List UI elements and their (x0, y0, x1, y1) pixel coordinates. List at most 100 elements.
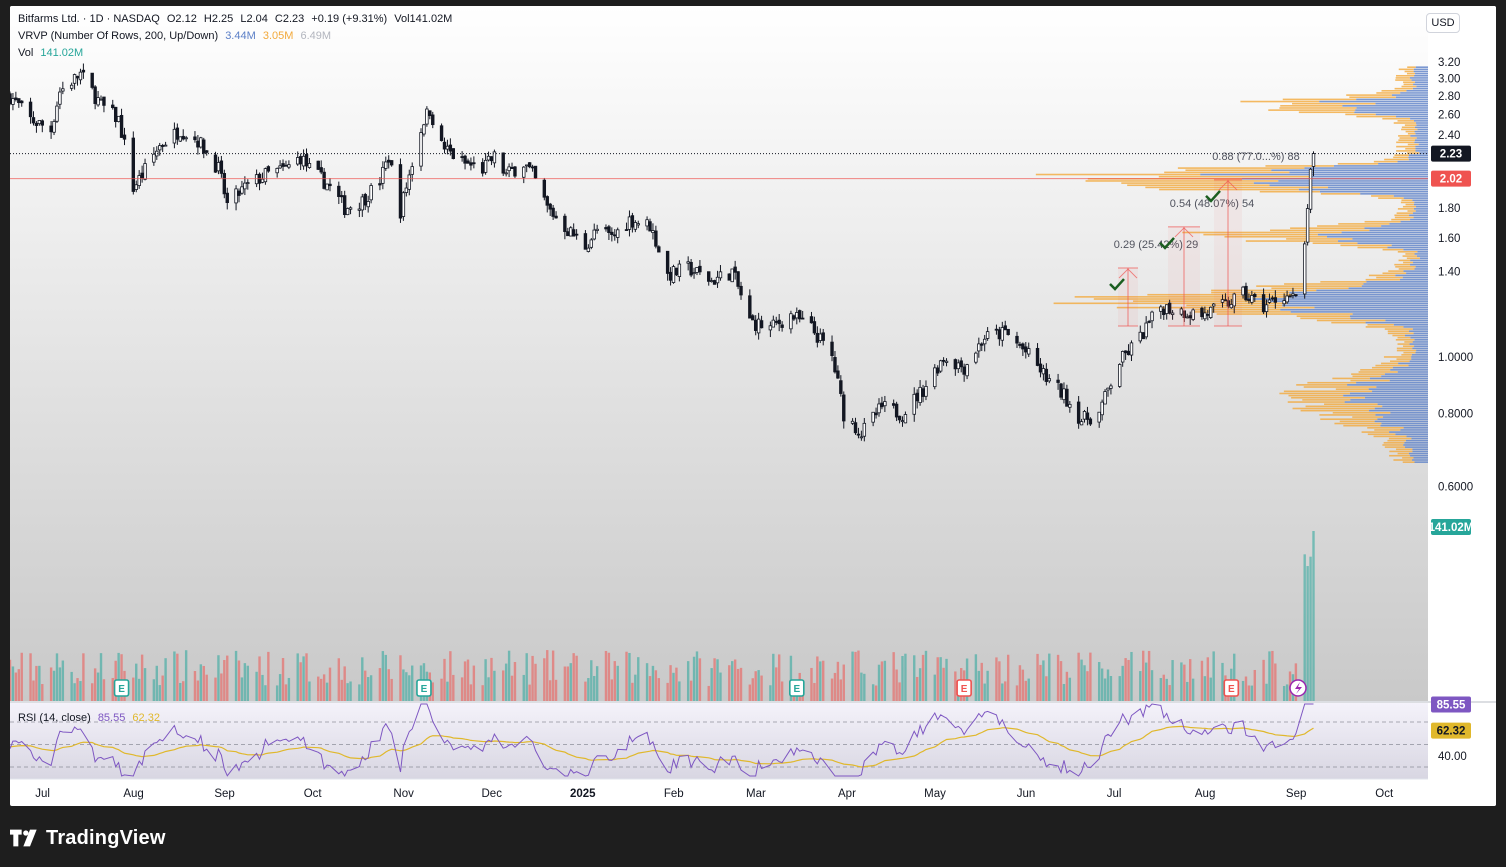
profile-row-up (1395, 115, 1428, 118)
candle-body (894, 403, 899, 418)
volume-bar (1162, 674, 1165, 701)
profile-row-up (1413, 83, 1428, 86)
candle-body (510, 166, 514, 169)
price-chart[interactable]: 0.29 (25.42%) 29 0.54 (48.07%) 54 0.88 (77… (10, 6, 1496, 806)
volume-bar (91, 683, 94, 701)
profile-row-up (1393, 323, 1428, 326)
footer-brand[interactable]: TradingView (10, 826, 166, 850)
volume-bar (860, 672, 863, 701)
profile-row-down (1364, 220, 1401, 223)
candle-body (178, 136, 182, 142)
candle-body (830, 341, 834, 357)
rsi-legend[interactable]: RSI (14, close) 85.55 62.32 (18, 712, 164, 724)
volume-bar (199, 664, 203, 701)
volume-bar (833, 672, 837, 701)
candle-body (944, 360, 949, 363)
volume-bar (493, 670, 496, 701)
volume-bar (839, 679, 843, 701)
candle-body (193, 136, 197, 141)
earnings-marker[interactable]: E (113, 679, 130, 697)
volume-bar (243, 663, 247, 701)
earnings-badge (788, 679, 805, 697)
candle-body (1129, 342, 1134, 356)
volume-bar (1127, 659, 1130, 701)
volume-bar (38, 665, 41, 701)
earnings-marker[interactable]: E (788, 679, 805, 697)
volume-bar (466, 659, 470, 701)
volume-bar (625, 651, 628, 701)
volume-bar (713, 658, 716, 701)
profile-row-up (1395, 274, 1428, 277)
profile-row-up (1414, 345, 1428, 348)
profile-row-up (1404, 442, 1428, 444)
candle-body (342, 195, 347, 216)
vrvp-legend[interactable]: VRVP (Number Of Rows, 200, Up/Down) 3.44… (18, 30, 335, 42)
currency-button[interactable]: USD (1426, 13, 1460, 33)
candle-body (287, 164, 291, 168)
earnings-marker[interactable]: E (1223, 679, 1240, 697)
volume-bar (631, 682, 634, 701)
volume-bar (739, 667, 743, 701)
profile-row-up (1375, 102, 1428, 105)
profile-row-down (1356, 115, 1396, 118)
earnings-marker[interactable]: E (956, 679, 972, 697)
symbol-title[interactable]: Bitfarms Ltd. · 1D · NASDAQ (18, 13, 160, 25)
volume-bar (871, 684, 875, 701)
candle-body (997, 329, 1002, 340)
volume-bar (554, 679, 558, 701)
candle-body (1015, 335, 1019, 344)
candle-body (771, 319, 776, 328)
volume-bar (264, 685, 267, 701)
candle-body (525, 164, 529, 167)
volume-bar (176, 653, 179, 701)
earnings-marker[interactable]: E (416, 679, 432, 697)
volume-bar (1048, 653, 1051, 701)
time-tick-label: May (924, 788, 946, 800)
volume-bar (719, 672, 722, 701)
profile-row-up (1245, 298, 1428, 300)
profile-row-down (1403, 81, 1415, 84)
volume-bar (305, 653, 308, 701)
profile-row-up (1364, 396, 1428, 399)
candle-body (809, 316, 814, 324)
profile-row-up (1415, 205, 1428, 208)
profile-row-up (1356, 381, 1428, 384)
earnings-label: E (118, 684, 125, 695)
profile-row-up (1414, 126, 1428, 129)
volume-bar (915, 676, 919, 701)
profile-row-up (1415, 72, 1428, 75)
chart-frame[interactable]: 0.29 (25.42%) 29 0.54 (48.07%) 54 0.88 (77… (10, 6, 1496, 806)
earnings-label: E (793, 684, 800, 695)
profile-row-up (1413, 203, 1428, 206)
volume-bar (874, 685, 878, 701)
volume-bar (1142, 650, 1145, 701)
last-price-badge-bg (1431, 145, 1471, 162)
profile-row-up (1385, 319, 1428, 322)
candle-body (850, 420, 855, 424)
candle-body (574, 233, 579, 236)
volume-bar (32, 680, 35, 701)
volume-bar (777, 654, 781, 701)
profile-row-down (1367, 427, 1404, 429)
profile-row-up (1403, 197, 1428, 199)
candle-body (1203, 312, 1207, 320)
candle-body (610, 231, 614, 235)
candle-body (10, 93, 12, 104)
profile-row-up (1278, 180, 1428, 182)
candle-body (856, 433, 861, 436)
candle-body (730, 268, 734, 283)
candle-body (20, 100, 24, 104)
candle-body (483, 159, 488, 173)
volume-bar (1130, 651, 1133, 701)
profile-row-down (1394, 214, 1410, 217)
candle-body (1294, 294, 1298, 297)
volume-bar (898, 682, 901, 701)
vol-legend[interactable]: Vol 141.02M (18, 47, 87, 59)
volume-bar (590, 660, 593, 701)
candle-body (90, 72, 94, 88)
profile-row-down (1367, 323, 1394, 326)
volume-bar (302, 656, 305, 701)
candle-body (733, 266, 737, 273)
candle-body (648, 221, 652, 232)
candle-body (204, 150, 209, 153)
